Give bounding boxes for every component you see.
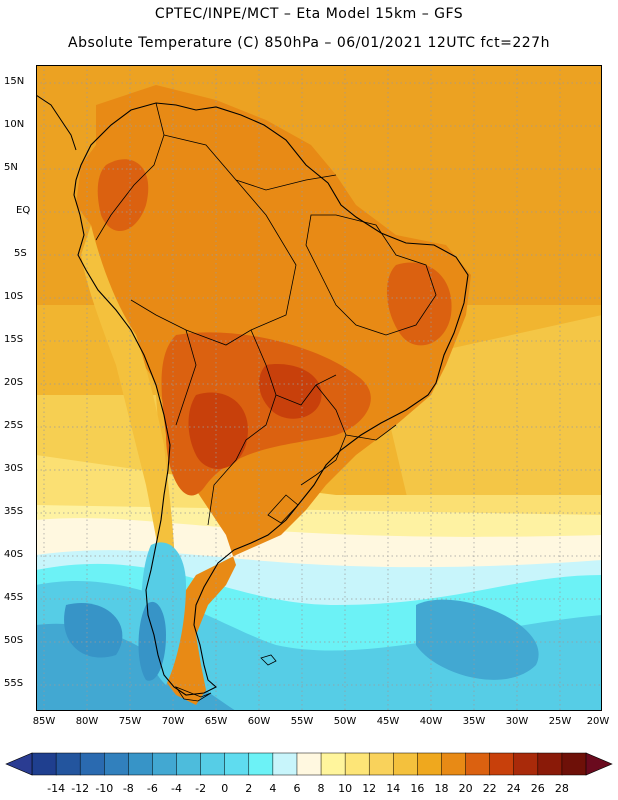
colorbar-tick-label: 10 [338,782,353,795]
colorbar-tick-label: 12 [362,782,377,795]
colorbar-swatch [417,752,443,776]
colorbar-tick-label: 18 [434,782,449,795]
lon-label-25w: 25W [548,716,572,727]
cold-pocket-west [64,603,123,658]
colorbar-swatch [561,752,587,776]
colorbar-tick-label: 16 [410,782,425,795]
lon-label-70w: 70W [161,716,185,727]
colorbar-tick-label: -6 [146,782,158,795]
lat-label-50s: 50S [4,635,24,646]
lat-label-10s: 10S [4,291,24,302]
lon-label-60w: 60W [247,716,271,727]
lat-label-20s: 20S [4,377,24,388]
patagonia-cold [138,601,166,681]
colorbar-tick-label: -10 [95,782,114,795]
colorbar-swatch [55,752,81,776]
colorbar-swatch [224,752,250,776]
andes-cool-strip [81,225,176,605]
colorbar-under-arrow [5,752,33,776]
lat-label-5n: 5N [4,162,18,173]
colorbar-swatch [344,752,370,776]
colorbar-swatch [441,752,467,776]
falklands [260,654,277,666]
lat-label-25s: 25S [4,420,24,431]
colorbar-tick-label: 26 [530,782,545,795]
lon-label-75w: 75W [118,716,142,727]
colorbar-tick-label: 28 [554,782,569,795]
cold-pocket-east [416,599,539,680]
colorbar-swatch [128,752,153,776]
chart-title-line2: Absolute Temperature (C) 850hPa – 06/01/… [68,35,550,51]
lon-label-50w: 50W [333,716,357,727]
lat-label-45s: 45S [4,592,24,603]
colorbar-swatch [248,752,274,776]
colorbar-swatch [368,752,394,776]
colorbar-tick-label: 20 [458,782,473,795]
colorbar-swatch [79,752,105,776]
lat-label-55s: 55S [4,678,24,689]
hot-core-northeast [386,262,452,346]
colorbar-swatch [489,752,515,776]
colorbar-tick-label: 14 [386,782,401,795]
lon-label-55w: 55W [290,716,314,727]
lat-label-30s: 30S [4,463,24,474]
lat-label-5s: 5S [14,248,27,259]
country-borders [95,102,437,526]
lon-label-20w: 20W [586,716,610,727]
colorbar-tick-label: 22 [482,782,497,795]
colorbar-swatch [513,752,539,776]
hottest-core-mato-grosso [259,364,322,419]
colorbar-tick-label: -4 [171,782,182,795]
colorbar [5,752,613,776]
colorbar-swatch [320,752,346,776]
lat-label-15s: 15S [4,334,24,345]
colorbar-tick-label: 4 [269,782,277,795]
colorbar-swatch [31,752,57,776]
lon-label-80w: 80W [75,716,99,727]
colorbar-tick-label: 2 [245,782,253,795]
colorbar-tick-label: 24 [506,782,521,795]
colorbar-swatch [272,752,298,776]
colorbar-tick-label: 6 [293,782,301,795]
lat-label-40s: 40S [4,549,24,560]
colorbar-tick-label: 0 [221,782,229,795]
lon-label-30w: 30W [505,716,529,727]
temperature-map [36,65,602,711]
colorbar-tick-label: -2 [195,782,207,795]
colorbar-swatch [296,752,322,776]
coastline [73,102,469,696]
lon-label-40w: 40W [419,716,443,727]
colorbar-swatch [200,752,226,776]
tierra-del-fuego [174,686,212,702]
hot-core-northwest [97,159,149,232]
colorbar-tick-label: -8 [122,782,134,795]
colorbar-swatch [152,752,178,776]
lat-label-eq: EQ [16,205,31,216]
colorbar-swatch [176,752,202,776]
colorbar-tick-label: -12 [71,782,90,795]
colorbar-swatch [104,752,129,776]
colorbar-over-arrow [585,752,613,776]
colorbar-tick-label: 8 [317,782,325,795]
colorbar-swatch [537,752,563,776]
colorbar-swatch [465,752,491,776]
lat-label-35s: 35S [4,506,24,517]
colorbar-tick-label: -14 [47,782,66,795]
chart-title-line1: CPTEC/INPE/MCT – Eta Model 15km – GFS [154,6,464,22]
lat-label-10n: 10N [4,119,25,130]
map-frame [36,65,602,711]
lon-label-65w: 65W [204,716,228,727]
central-america-coast [36,94,77,151]
hottest-core-chaco [188,392,248,469]
lon-label-35w: 35W [462,716,486,727]
lat-label-15n: 15N [4,76,25,87]
colorbar-swatch [393,752,418,776]
lon-label-45w: 45W [376,716,400,727]
lon-label-85w: 85W [32,716,56,727]
